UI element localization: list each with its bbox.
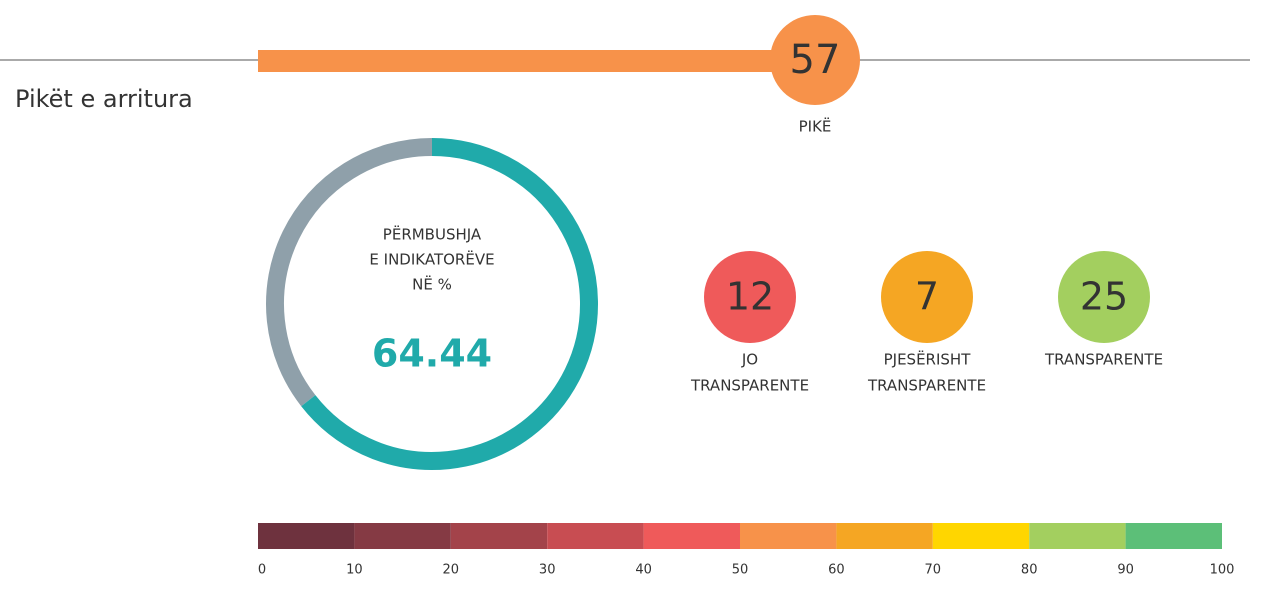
scale-tick-label: 30 xyxy=(539,563,556,578)
scale-segment xyxy=(258,523,355,549)
score-label: PIKË xyxy=(799,117,832,136)
scale-segment xyxy=(932,523,1030,549)
scale-segment xyxy=(643,523,740,549)
donut-rest xyxy=(266,138,433,407)
scale-segment xyxy=(740,523,837,549)
count-label: TRANSPARENTE xyxy=(867,377,986,395)
count-value: 7 xyxy=(915,275,939,319)
score-circle xyxy=(770,15,860,105)
scale-tick-label: 80 xyxy=(1021,563,1038,578)
count-circle xyxy=(1058,251,1150,343)
count-label: TRANSPARENTE xyxy=(690,377,809,395)
donut-label: E INDIKATORËVE xyxy=(369,250,494,269)
score-bar xyxy=(258,50,808,72)
scale-tick-label: 70 xyxy=(925,563,942,578)
donut-label: NË % xyxy=(412,275,452,294)
scale-tick-label: 60 xyxy=(828,563,845,578)
scale-segment xyxy=(1029,523,1126,549)
scale-segment xyxy=(836,523,933,549)
scale-tick-label: 40 xyxy=(635,563,652,578)
scale-tick-label: 20 xyxy=(443,563,460,578)
scale-segment xyxy=(547,523,644,549)
count-label: TRANSPARENTE xyxy=(1044,351,1163,369)
count-value: 25 xyxy=(1080,275,1128,319)
donut-value xyxy=(301,138,598,470)
scale-tick-label: 50 xyxy=(732,563,749,578)
score-value: 57 xyxy=(790,37,841,83)
scale-segment xyxy=(450,523,548,549)
donut-center-value: 64.44 xyxy=(372,332,492,376)
scale-tick-label: 90 xyxy=(1117,563,1134,578)
count-circle xyxy=(704,251,796,343)
count-label: PJESËRISHT xyxy=(884,350,972,369)
title: Pikët e arritura xyxy=(15,85,193,113)
scale-segment xyxy=(354,523,451,549)
scale-segment xyxy=(1125,523,1222,549)
count-circle xyxy=(881,251,973,343)
count-label: JO xyxy=(741,351,758,369)
scale-tick-label: 100 xyxy=(1210,563,1235,578)
scale-tick-label: 0 xyxy=(258,563,266,578)
donut-label: PËRMBUSHJA xyxy=(383,225,482,244)
scale-tick-label: 10 xyxy=(346,563,363,578)
count-value: 12 xyxy=(726,275,774,319)
